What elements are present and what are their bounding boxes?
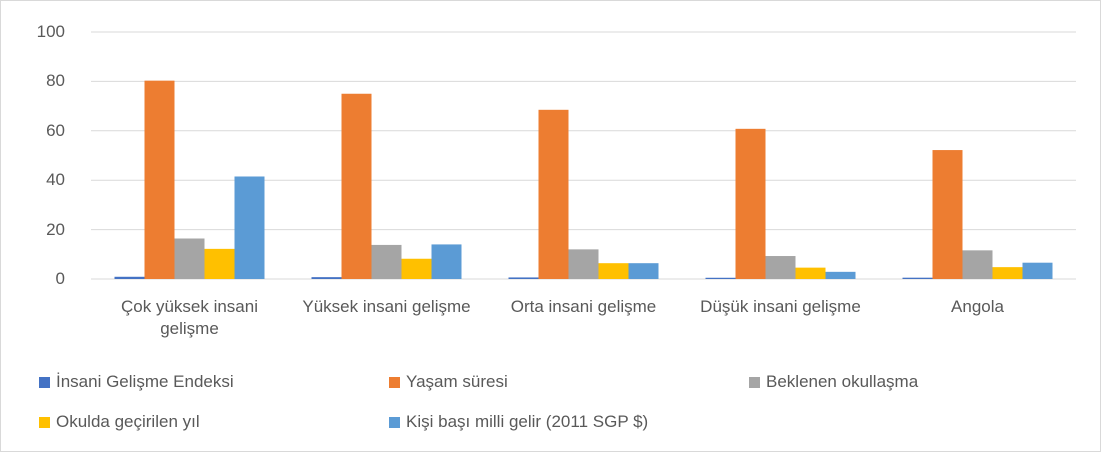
bar [341,93,372,279]
bar [508,277,539,279]
bar [538,109,569,280]
bar [902,277,933,279]
y-tick-label: 20 [46,219,65,239]
legend-swatch [749,376,760,388]
bar [735,128,766,279]
y-tick-label: 0 [55,269,65,288]
bar [598,263,629,279]
x-tick-label: Angola [951,297,1004,316]
bar [174,238,205,279]
legend-item: Beklenen okullaşma [749,371,918,393]
bar [234,176,265,279]
bar [705,277,736,279]
y-tick-label: 40 [46,170,65,190]
x-tick-label: Düşük insani gelişme [700,297,861,316]
legend-swatch [389,376,400,388]
legend-swatch [39,416,50,428]
bar [1022,262,1053,279]
legend-label: Kişi başı milli gelir (2011 SGP $) [406,412,649,431]
y-tick-label: 100 [36,22,65,41]
legend-swatch [389,416,400,428]
bar [311,277,342,279]
legend-item: Okulda geçirilen yıl [39,411,200,433]
y-tick-label: 80 [46,71,65,91]
legend-item: Yaşam süresi [389,371,508,393]
bar [932,150,963,279]
x-tick-label: Yüksek insani gelişme [302,297,471,316]
bar [795,267,826,279]
y-tick-label: 60 [46,120,65,140]
legend-item: Kişi başı milli gelir (2011 SGP $) [389,411,648,433]
bar [144,80,175,279]
bar [628,263,659,279]
legend-item: İnsani Gelişme Endeksi [39,371,234,393]
legend-swatch [39,376,50,388]
x-tick-label: Orta insani gelişme [510,297,657,316]
bar [371,244,402,279]
bar [568,249,599,279]
bar [401,258,432,279]
bar [114,276,145,279]
legend-label: İnsani Gelişme Endeksi [56,372,234,391]
bar [431,244,462,279]
bar [765,256,796,279]
bar [962,250,993,279]
x-tick-label: Çok yüksek insani gelişme [120,297,258,338]
bar [825,271,856,279]
legend-label: Beklenen okullaşma [766,372,919,391]
legend-label: Yaşam süresi [406,372,508,391]
bar [204,248,235,279]
legend-label: Okulda geçirilen yıl [56,412,200,431]
bar [992,267,1023,279]
